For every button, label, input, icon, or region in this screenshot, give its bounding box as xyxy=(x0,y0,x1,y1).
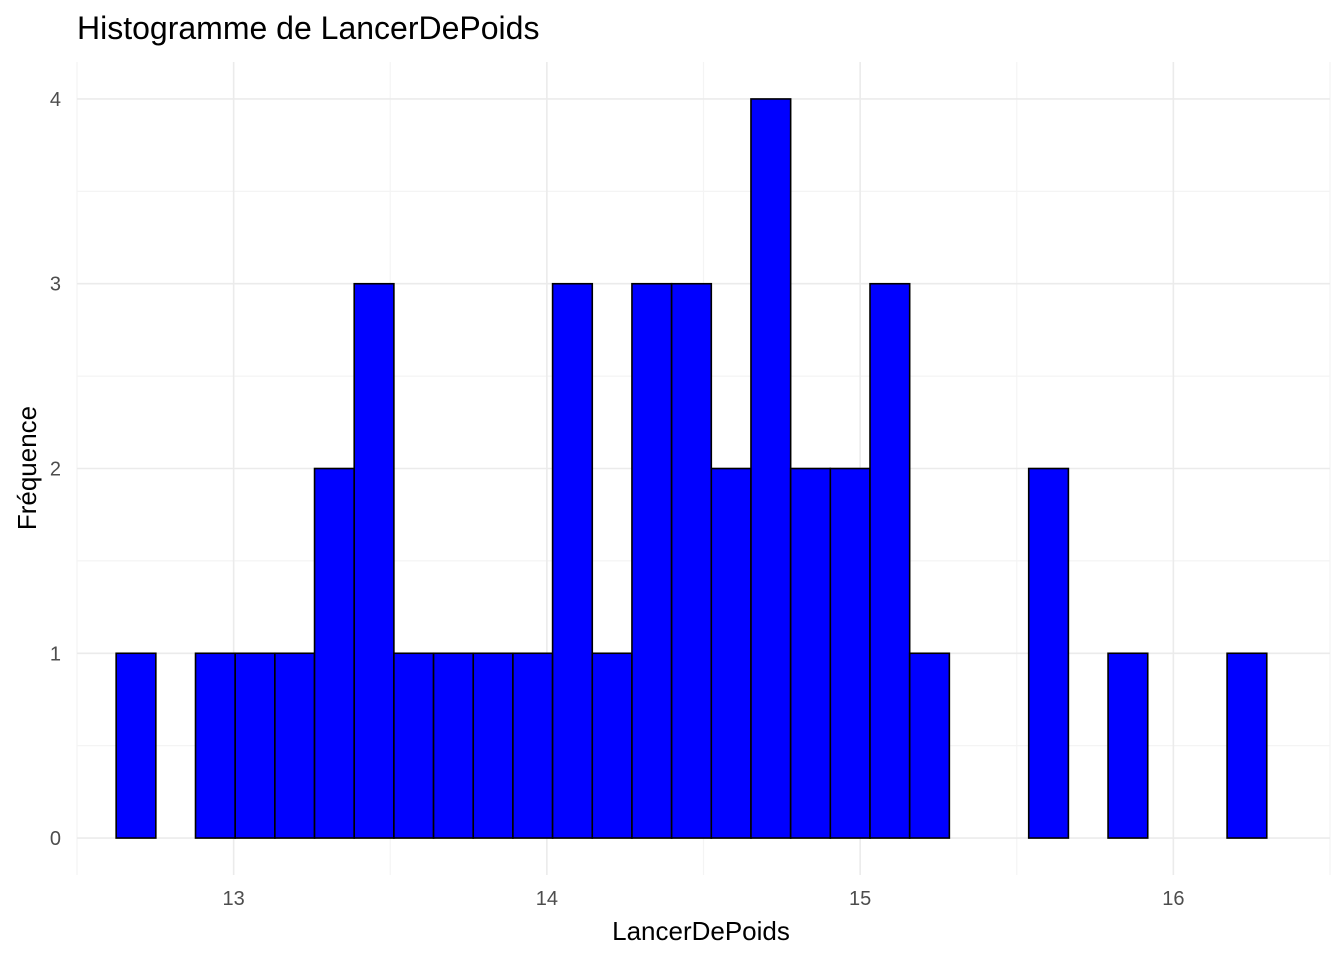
histogram-bar xyxy=(1226,652,1268,839)
histogram-bar xyxy=(1027,467,1070,839)
histogram-bar xyxy=(512,652,554,839)
y-tick-label: 3 xyxy=(50,274,61,296)
x-tick-label: 16 xyxy=(1162,888,1184,910)
histogram-bar xyxy=(750,98,792,839)
histogram-bar xyxy=(353,282,395,839)
histogram-bar xyxy=(869,282,911,839)
x-axis-tick-labels: 13 14 15 16 xyxy=(223,888,1185,910)
chart-title: Histogramme de LancerDePoids xyxy=(77,10,540,46)
histogram-bar xyxy=(591,652,633,839)
y-tick-label: 2 xyxy=(50,459,61,481)
y-axis-tick-labels: 0 1 2 3 4 xyxy=(50,89,61,850)
histogram-bar xyxy=(234,652,276,839)
histogram-bar xyxy=(908,652,951,839)
x-tick-label: 13 xyxy=(223,888,245,910)
histogram-bar xyxy=(472,652,514,839)
x-axis-title: LancerDePoids xyxy=(612,916,790,946)
x-tick-label: 15 xyxy=(849,888,871,910)
x-tick-label: 14 xyxy=(536,888,558,910)
y-tick-label: 4 xyxy=(50,89,61,111)
histogram-bar xyxy=(1107,652,1149,839)
histogram-bar xyxy=(393,652,435,839)
y-tick-label: 0 xyxy=(50,828,61,850)
histogram-bar xyxy=(829,467,871,839)
y-axis-title: Fréquence xyxy=(12,406,42,530)
histogram-bar xyxy=(631,282,673,839)
y-tick-label: 1 xyxy=(50,643,61,665)
histogram-bar xyxy=(710,467,752,839)
histogram-bars xyxy=(115,98,1268,839)
histogram-bar xyxy=(115,652,157,839)
histogram-bar xyxy=(313,467,356,839)
histogram-bar xyxy=(670,282,713,839)
histogram-bar xyxy=(194,652,236,839)
histogram-bar xyxy=(432,652,475,839)
histogram-bar xyxy=(551,282,594,839)
histogram-bar xyxy=(274,652,316,839)
histogram-bar xyxy=(789,467,832,839)
